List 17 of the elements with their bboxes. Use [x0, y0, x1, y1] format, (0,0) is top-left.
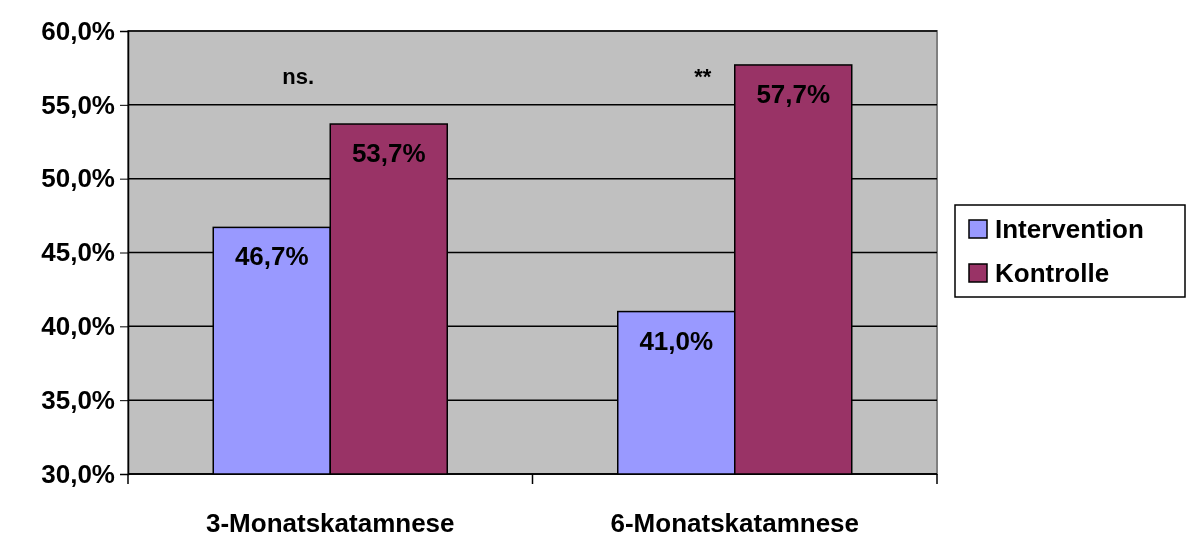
- data-label: 46,7%: [234, 241, 309, 272]
- y-tick-label: 30,0%: [41, 458, 115, 489]
- y-tick-label: 50,0%: [41, 163, 115, 194]
- y-tick-label: 55,0%: [41, 89, 115, 120]
- y-tick-label: 35,0%: [41, 384, 115, 415]
- legend-label: Intervention: [995, 214, 1144, 244]
- x-tick-label: 6-Monatskatamnese: [610, 508, 860, 536]
- y-tick-label: 45,0%: [41, 237, 115, 268]
- annotation: **: [694, 64, 712, 89]
- data-label: 53,7%: [351, 138, 426, 169]
- data-label: 57,7%: [756, 78, 831, 109]
- y-tick-label: 40,0%: [41, 311, 115, 342]
- x-tick-label: 3-Monatskatamnese: [205, 508, 455, 536]
- data-label: 41,0%: [639, 325, 714, 356]
- legend-label: Kontrolle: [995, 258, 1110, 288]
- y-tick-label: 60,0%: [41, 15, 115, 46]
- annotation: ns.: [282, 64, 315, 89]
